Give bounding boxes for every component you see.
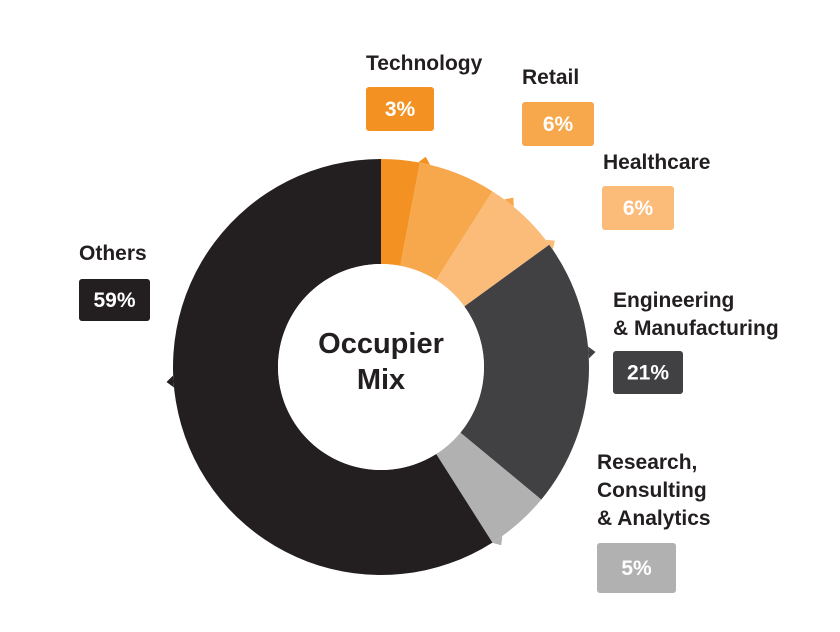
value-badge-others [79, 279, 150, 321]
category-label-engineering: Engineering [613, 289, 734, 312]
category-label-technology: Technology [366, 52, 483, 75]
slice-engineering [460, 244, 590, 500]
category-label-others: Others [79, 242, 147, 265]
pointer-technology [418, 156, 431, 165]
center-label-line: Occupier [318, 328, 444, 360]
center-label-line: Mix [357, 364, 405, 396]
label-layer: Technology 3% Retail 6% Healthcare 6% Engineer… [79, 52, 779, 593]
donut-center [278, 264, 484, 470]
value-label-technology: 3% [385, 98, 416, 121]
category-label-research: Consulting [597, 479, 707, 502]
value-label-healthcare: 6% [623, 197, 654, 220]
value-label-engineering: 21% [627, 362, 669, 385]
pointer-others [166, 375, 174, 388]
value-label-research: 5% [621, 557, 652, 580]
slice-layer [166, 156, 596, 575]
value-label-others: 59% [93, 289, 135, 312]
slice-research [436, 432, 542, 543]
pointer-healthcare [545, 239, 555, 250]
value-badge-retail [522, 102, 594, 146]
value-badge-healthcare [602, 186, 674, 230]
value-label-retail: 6% [543, 113, 574, 136]
category-label-research: & Analytics [597, 507, 711, 530]
pointer-retail [504, 197, 514, 207]
value-badge-research [597, 543, 676, 593]
category-label-retail: Retail [522, 66, 579, 89]
category-label-engineering: & Manufacturing [613, 317, 779, 340]
category-label-research: Research, [597, 451, 697, 474]
value-badge-technology [366, 87, 434, 131]
slice-retail [400, 162, 493, 281]
donut-hole: Occupier Mix [278, 264, 484, 470]
pointer-engineering [588, 346, 596, 359]
value-badge-engineering [613, 351, 683, 394]
pointer-research [492, 536, 503, 546]
category-label-healthcare: Healthcare [603, 151, 710, 174]
slice-healthcare [436, 191, 550, 307]
slice-others [172, 159, 493, 575]
slice-technology [381, 158, 420, 266]
